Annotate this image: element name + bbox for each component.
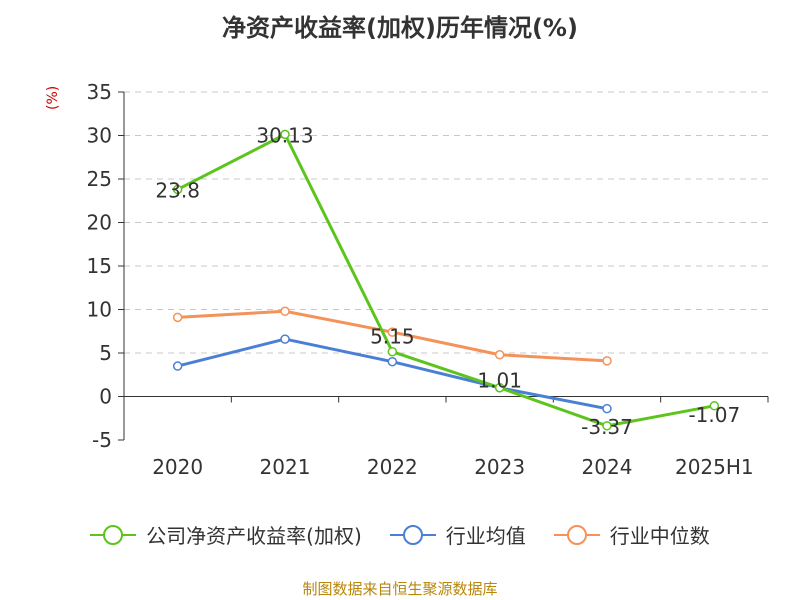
data-point bbox=[709, 401, 720, 411]
x-tick-label: 2025H1 bbox=[675, 455, 754, 479]
data-point bbox=[280, 306, 290, 316]
data-source-note: 制图数据来自恒生聚源数据库 bbox=[302, 580, 498, 598]
data-point bbox=[172, 361, 183, 371]
data-label: 5.15 bbox=[370, 325, 415, 349]
x-tick-label: 2023 bbox=[474, 455, 525, 479]
data-point bbox=[602, 421, 612, 431]
data-point bbox=[602, 356, 612, 366]
data-point bbox=[602, 403, 612, 414]
y-tick-label: 10 bbox=[87, 298, 112, 322]
data-point bbox=[280, 129, 290, 140]
legend-label: 行业均值 bbox=[445, 524, 526, 548]
legend-item[interactable]: 公司净资产收益率(加权) bbox=[90, 520, 362, 549]
data-point bbox=[494, 382, 505, 393]
data-label: -3.37 bbox=[581, 415, 633, 439]
legend-item[interactable]: 行业中位数 bbox=[553, 520, 710, 549]
y-tick-label: 5 bbox=[99, 341, 112, 365]
legend-swatch-icon bbox=[553, 524, 600, 545]
data-point bbox=[280, 334, 290, 344]
y-tick-label: -5 bbox=[92, 428, 112, 452]
legend-swatch-icon bbox=[90, 524, 137, 545]
y-tick-label: 20 bbox=[87, 211, 112, 235]
x-tick-label: 2020 bbox=[152, 455, 203, 479]
chart-legend: 公司净资产收益率(加权) 行业均值 行业中位数 bbox=[0, 520, 800, 549]
x-tick-label: 2021 bbox=[260, 455, 311, 479]
y-tick-label: 30 bbox=[87, 124, 112, 148]
legend-label: 公司净资产收益率(加权) bbox=[146, 524, 362, 548]
data-point bbox=[172, 312, 183, 323]
legend-swatch-icon bbox=[389, 524, 436, 545]
data-point bbox=[387, 356, 398, 367]
chart-title: 净资产收益率(加权)历年情况(%) bbox=[222, 14, 578, 42]
data-point bbox=[494, 349, 505, 360]
y-tick-label: 25 bbox=[87, 167, 112, 191]
data-point bbox=[387, 346, 398, 357]
legend-item[interactable]: 行业均值 bbox=[389, 520, 526, 549]
data-label: 1.01 bbox=[477, 369, 522, 393]
y-tick-label: 0 bbox=[99, 385, 112, 409]
series-line-0 bbox=[176, 132, 715, 428]
data-label: -1.07 bbox=[688, 403, 740, 427]
x-tick-label: 2024 bbox=[582, 455, 633, 479]
data-label: 30.13 bbox=[256, 123, 313, 147]
y-tick-label: 35 bbox=[87, 80, 112, 104]
legend-label: 行业中位数 bbox=[609, 524, 710, 548]
data-point bbox=[172, 184, 183, 195]
data-point bbox=[387, 327, 398, 337]
x-tick-label: 2022 bbox=[367, 455, 418, 479]
y-tick-label: 15 bbox=[87, 254, 112, 278]
data-label: 23.8 bbox=[155, 178, 200, 202]
